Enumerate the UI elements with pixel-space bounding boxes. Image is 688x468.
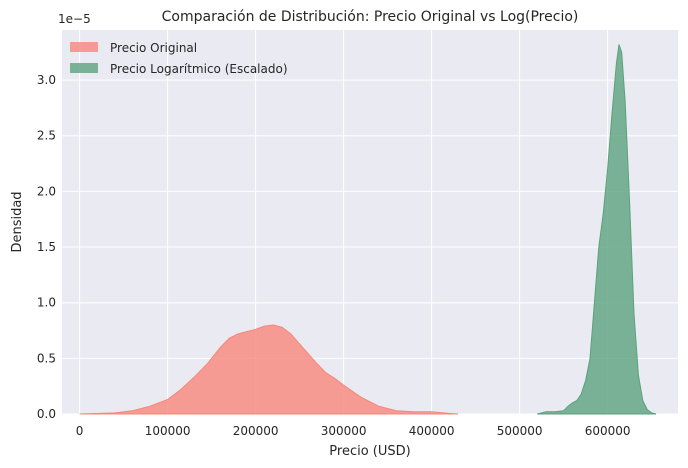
y-tick-label: 1.0 [37, 296, 56, 310]
x-axis-label: Precio (USD) [329, 444, 410, 459]
x-tick-label: 300000 [321, 424, 367, 438]
legend-label-precio-original: Precio Original [110, 41, 197, 55]
y-tick-label: 0.5 [37, 351, 56, 365]
plot-background [62, 30, 678, 414]
series-area-0 [79, 324, 459, 415]
grid-lines [62, 30, 678, 415]
x-tick-label: 500000 [497, 424, 543, 438]
series-layer [79, 44, 657, 415]
y-tick-label: 2.0 [37, 184, 56, 198]
legend: Precio Original Precio Logarítmico (Esca… [70, 41, 288, 76]
y-offset-label: 1e−5 [58, 12, 91, 26]
chart-title: Comparación de Distribución: Precio Orig… [162, 9, 579, 25]
y-axis-ticks: 0.0 0.5 1.0 1.5 2.0 2.5 3.0 [37, 73, 56, 421]
y-tick-label: 1.5 [37, 240, 56, 254]
x-tick-label: 400000 [409, 424, 455, 438]
x-axis-ticks: 0 100000 200000 300000 400000 500000 600000 [76, 424, 631, 438]
x-tick-label: 200000 [233, 424, 279, 438]
legend-swatch-precio-original [70, 42, 98, 52]
x-tick-label: 100000 [145, 424, 191, 438]
y-tick-label: 2.5 [37, 129, 56, 143]
series-area-1 [537, 44, 657, 415]
y-tick-label: 0.0 [37, 407, 56, 421]
legend-label-precio-logaritmico: Precio Logarítmico (Escalado) [110, 62, 288, 76]
x-tick-label: 600000 [585, 424, 631, 438]
x-tick-label: 0 [76, 424, 84, 438]
y-axis-label: Densidad [10, 191, 25, 252]
y-tick-label: 3.0 [37, 73, 56, 87]
legend-swatch-precio-logaritmico [70, 63, 98, 73]
